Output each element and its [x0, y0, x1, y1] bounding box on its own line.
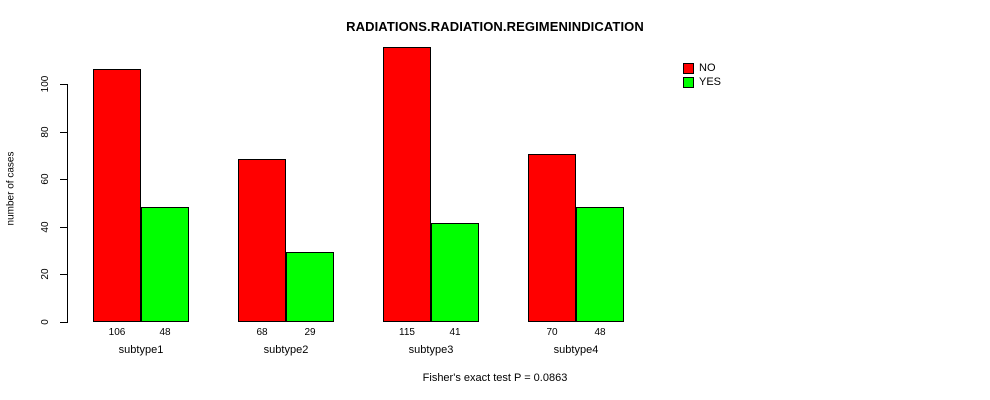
- y-axis-title: number of cases: [5, 151, 17, 226]
- bar-value-label: 115: [399, 327, 415, 338]
- bar-value-label: 48: [159, 327, 171, 338]
- bar: [383, 47, 431, 322]
- bar: [141, 206, 189, 322]
- legend-item: NO: [683, 62, 721, 75]
- chart-caption: Fisher's exact test P = 0.0863: [422, 372, 568, 384]
- bar-value-label: 106: [108, 327, 126, 338]
- y-tick: [60, 131, 67, 133]
- bar-value-label: 48: [594, 327, 606, 338]
- bar: [286, 251, 334, 322]
- legend: NO YES: [683, 62, 721, 90]
- y-axis-line: [67, 84, 68, 323]
- bar-value-label: 70: [546, 327, 558, 338]
- bar-value-label: 68: [256, 327, 268, 338]
- group-label: subtype1: [118, 344, 164, 356]
- y-tick-label-text: 100: [39, 75, 51, 93]
- y-tick-label: 0: [34, 311, 56, 333]
- y-tick-label-text: 0: [39, 319, 51, 325]
- legend-swatch-icon: [683, 63, 694, 74]
- group-label: subtype4: [553, 344, 599, 356]
- bar-value-label: 29: [304, 327, 316, 338]
- y-tick: [60, 179, 67, 181]
- legend-swatch-icon: [683, 77, 694, 88]
- bar: [93, 68, 141, 322]
- y-tick-label-text: 40: [39, 221, 51, 233]
- y-tick-label: 20: [34, 263, 56, 285]
- bar: [238, 159, 286, 322]
- y-tick-label-text: 80: [39, 126, 51, 138]
- y-tick: [60, 274, 67, 276]
- chart-title: RADIATIONS.RADIATION.REGIMENINDICATION: [346, 19, 644, 34]
- y-tick-label: 40: [34, 216, 56, 238]
- y-tick-label: 100: [34, 73, 56, 95]
- bar: [431, 223, 479, 322]
- y-tick: [60, 322, 67, 323]
- group-label: subtype2: [263, 344, 309, 356]
- y-tick-label-text: 60: [39, 173, 51, 185]
- plot-area: [67, 47, 657, 322]
- legend-label: NO: [699, 62, 716, 74]
- legend-label: YES: [699, 76, 722, 88]
- bar-value-label: 41: [449, 327, 461, 338]
- y-tick-label-text: 20: [39, 268, 51, 280]
- bar: [528, 154, 576, 322]
- y-tick: [60, 84, 67, 85]
- y-tick-label: 80: [34, 121, 56, 143]
- bar: [576, 206, 624, 322]
- y-tick: [60, 226, 67, 228]
- legend-item: YES: [683, 76, 721, 89]
- group-label: subtype3: [408, 344, 454, 356]
- y-tick-label: 60: [34, 168, 56, 190]
